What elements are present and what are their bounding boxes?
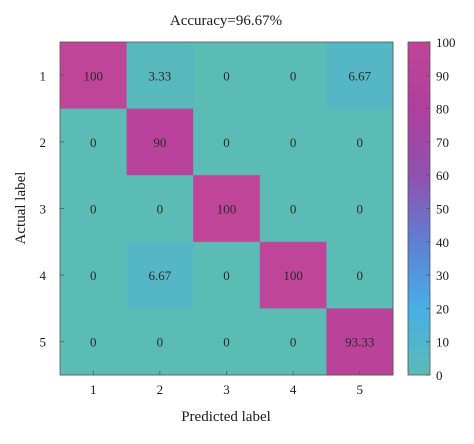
x-tick-label-2: 2 (157, 382, 164, 397)
cell-value-label-r3-c1: 0 (90, 202, 97, 217)
colorbar-tick-label-5: 40 (436, 235, 449, 250)
heatmap-cell-r5-c4 (259, 308, 327, 376)
cell-value-label-r3-c3: 100 (217, 202, 237, 217)
heatmap-cell-r2-c3 (193, 108, 261, 176)
colorbar-tick-label-1: 0 (436, 368, 443, 383)
cell-value-label-r4-c2: 6.67 (149, 268, 172, 283)
cell-value-label-r5-c4: 0 (290, 335, 297, 350)
cell-value-label-r2-c1: 0 (90, 135, 97, 150)
heatmap-cell-r3-c5 (326, 175, 394, 243)
cell-value-label-r1-c1: 100 (84, 68, 104, 83)
heatmap-cell-r1-c4 (259, 42, 327, 110)
y-tick-label-2: 2 (40, 135, 47, 150)
cell-value-label-r2-c2: 90 (153, 135, 166, 150)
heatmap-cell-r1-c2 (126, 42, 194, 110)
heatmap-cell-r4-c1 (60, 241, 128, 309)
cell-value-label-r1-c3: 0 (223, 68, 230, 83)
heatmap-cell-r3-c4 (259, 175, 327, 243)
colorbar-tick-label-2: 10 (436, 335, 449, 350)
x-tick-labels: 1 2 3 4 5 (90, 371, 363, 397)
heatmap-cell-r4-c2 (126, 241, 194, 309)
heatmap-cell-r1-c5 (326, 42, 394, 110)
heatmap-cell-r3-c1 (60, 175, 128, 243)
y-tick-label-3: 3 (40, 202, 47, 217)
heatmap-cell-r4-c5 (326, 241, 394, 309)
y-tick-label-5: 5 (40, 335, 47, 350)
colorbar-tick-label-6: 50 (436, 202, 449, 217)
x-tick-label-1: 1 (90, 382, 97, 397)
heatmap-cell-r3-c3 (193, 175, 261, 243)
y-tick-label-4: 4 (40, 268, 47, 283)
cell-value-label-r1-c4: 0 (290, 68, 297, 83)
cell-value-label-r4-c4: 100 (283, 268, 303, 283)
cell-value-label-r3-c4: 0 (290, 202, 297, 217)
cell-value-label-r1-c5: 6.67 (348, 68, 371, 83)
x-tick-label-4: 4 (290, 382, 297, 397)
y-tick-label-1: 1 (40, 68, 47, 83)
cell-value-label-r5-c3: 0 (223, 335, 230, 350)
colorbar-tick-label-9: 80 (436, 102, 449, 117)
cell-value-label-r3-c2: 0 (157, 202, 164, 217)
colorbar-tick-label-8: 70 (436, 135, 449, 150)
heatmap-cell-r1-c3 (193, 42, 261, 110)
cell-value-label-r2-c3: 0 (223, 135, 230, 150)
heatmap-cell-r2-c1 (60, 108, 128, 176)
colorbar-tick-label-11: 100 (436, 35, 456, 50)
colorbar-tick-label-10: 90 (436, 68, 449, 83)
heatmap-cell-r3-c2 (126, 175, 194, 243)
x-tick-label-5: 5 (356, 382, 363, 397)
heatmap-cell-r1-c1 (60, 42, 128, 110)
cell-value-label-r4-c3: 0 (223, 268, 230, 283)
heatmap-cell-r5-c3 (193, 308, 261, 376)
heatmap-cell-labels: 100 3.33 0 0 6.67 0 90 0 0 0 0 0 100 0 0 0 6.67 0 100 0 0 0 0 0… (84, 68, 375, 349)
heatmap-cell-r2-c4 (259, 108, 327, 176)
cell-value-label-r2-c5: 0 (356, 135, 363, 150)
cell-value-label-r5-c5: 93.33 (345, 335, 374, 350)
chart-title: Accuracy=96.67% (170, 13, 282, 29)
cell-value-label-r2-c4: 0 (290, 135, 297, 150)
heatmap-cell-r4-c3 (193, 241, 261, 309)
heatmap-cell-r4-c4 (259, 241, 327, 309)
heatmap-cell-r2-c5 (326, 108, 394, 176)
heatmap-cell-r5-c2 (126, 308, 194, 376)
cell-value-label-r5-c2: 0 (157, 335, 164, 350)
x-tick-label-3: 3 (223, 382, 230, 397)
heatmap-cell-r5-c1 (60, 308, 128, 376)
colorbar-tick-label-3: 20 (436, 301, 449, 316)
heatmap-cell-r5-c5 (326, 308, 394, 376)
y-tick-labels: 1 2 3 4 5 (40, 68, 64, 350)
cell-value-label-r3-c5: 0 (356, 202, 363, 217)
x-axis-label: Predicted label (181, 409, 271, 425)
cell-value-label-r5-c1: 0 (90, 335, 97, 350)
colorbar-tick-label-7: 60 (436, 168, 449, 183)
y-axis-label: Actual label (13, 172, 29, 245)
colorbar-tick-labels: 0 10 20 30 40 50 60 70 80 90 100 (426, 35, 456, 383)
colorbar-tick-label-4: 30 (436, 268, 449, 283)
heatmap-cell-r2-c2 (126, 108, 194, 176)
cell-value-label-r4-c5: 0 (356, 268, 363, 283)
cell-value-label-r1-c2: 3.33 (149, 68, 172, 83)
heatmap-cells (60, 42, 394, 376)
cell-value-label-r4-c1: 0 (90, 268, 97, 283)
